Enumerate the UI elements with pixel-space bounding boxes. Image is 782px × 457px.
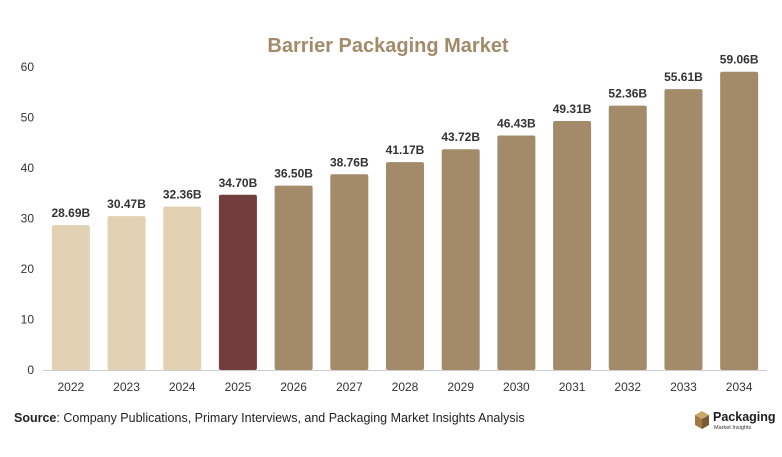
x-tick-label-2030: 2030 — [503, 380, 530, 394]
x-axis-tick-labels: 2022 2023 2024 2025 2026 2027 2028 2029 2030 2031… — [57, 380, 752, 394]
bar-2032 — [608, 105, 647, 370]
data-label-2027: 38.76B — [330, 155, 369, 169]
data-label-2031: 49.31B — [553, 102, 592, 116]
x-tick-label-2033: 2033 — [670, 380, 697, 394]
data-label-2024: 32.36B — [163, 188, 202, 202]
data-label-2033: 55.61B — [664, 70, 703, 84]
bar-2026 — [274, 185, 313, 370]
bar-2028 — [386, 162, 424, 370]
data-label-2025: 34.70B — [219, 176, 258, 190]
data-labels: 28.69B 30.47B 32.36B 34.70B 36.50B 38.76B 41.1… — [51, 53, 758, 220]
x-tick-label-2032: 2032 — [614, 380, 641, 394]
bar-2024 — [163, 206, 202, 370]
source-note: Source: Company Publications, Primary In… — [14, 411, 525, 425]
y-tick-label: 10 — [21, 313, 35, 327]
y-tick-label: 40 — [21, 161, 35, 175]
y-axis: 0 10 20 30 40 50 60 — [21, 60, 35, 377]
x-tick-label-2026: 2026 — [280, 380, 307, 394]
bar-2022 — [51, 225, 90, 370]
y-tick-label: 20 — [21, 262, 35, 276]
data-label-2022: 28.69B — [51, 206, 90, 220]
data-label-2023: 30.47B — [107, 197, 146, 211]
box-icon — [695, 411, 709, 429]
y-tick-label: 0 — [27, 363, 34, 377]
x-tick-label-2025: 2025 — [225, 380, 252, 394]
bar-2029 — [441, 149, 480, 370]
data-label-2030: 46.43B — [497, 117, 536, 131]
x-tick-label-2027: 2027 — [336, 380, 363, 394]
x-tick-label-2029: 2029 — [447, 380, 474, 394]
y-tick-label: 30 — [21, 212, 35, 226]
data-label-2034: 59.06B — [720, 53, 759, 67]
bar-2033 — [664, 89, 703, 371]
source-text: : Company Publications, Primary Intervie… — [56, 411, 525, 425]
logo-subtitle: Market Insights — [714, 425, 752, 431]
bar-2025 — [218, 194, 257, 370]
data-label-2028: 41.17B — [386, 143, 425, 157]
bar-2023 — [107, 216, 146, 370]
chart-title: Barrier Packaging Market — [267, 35, 509, 57]
y-tick-label: 60 — [21, 60, 35, 74]
x-tick-label-2023: 2023 — [113, 380, 140, 394]
y-tick-label: 50 — [21, 111, 35, 125]
x-tick-label-2028: 2028 — [392, 380, 419, 394]
brand-logo: Packaging Market Insights — [694, 409, 776, 435]
bar-2034 — [720, 71, 759, 370]
bars — [51, 71, 759, 371]
bar-2031 — [553, 120, 592, 370]
bar-2027 — [330, 174, 369, 370]
x-tick-label-2034: 2034 — [726, 380, 753, 394]
data-label-2029: 43.72B — [441, 130, 480, 144]
logo-name: Packaging — [713, 410, 776, 424]
data-label-2032: 52.36B — [608, 87, 647, 101]
x-tick-label-2022: 2022 — [57, 380, 84, 394]
x-tick-label-2031: 2031 — [559, 380, 586, 394]
data-label-2026: 36.50B — [274, 167, 313, 181]
bar-2030 — [497, 135, 536, 370]
x-tick-label-2024: 2024 — [169, 380, 196, 394]
source-label: Source — [14, 411, 57, 425]
